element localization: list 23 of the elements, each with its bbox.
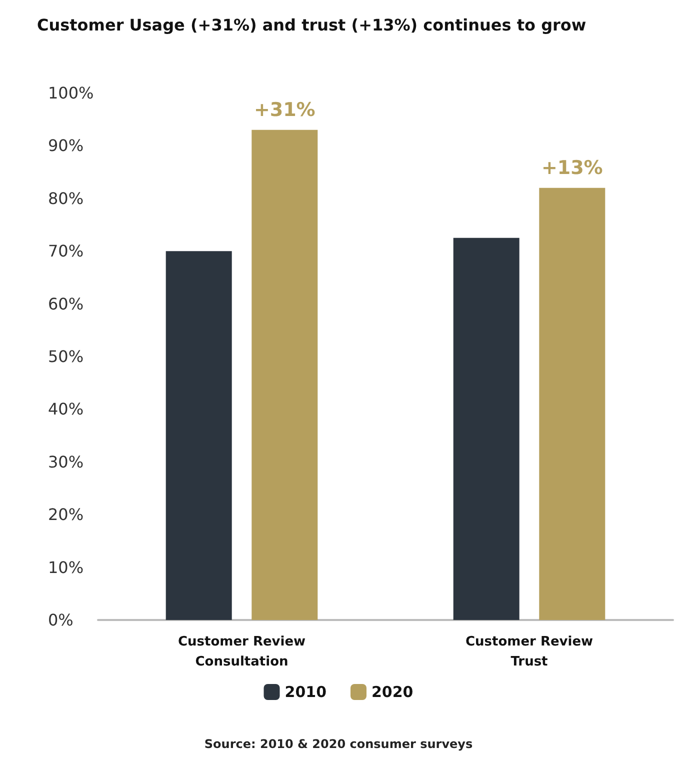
source-note: Source: 2010 & 2020 consumer surveys (204, 737, 473, 751)
y-tick-label: 80% (48, 188, 84, 208)
legend-label: 2020 (372, 683, 414, 701)
bar (539, 188, 606, 620)
x-tick-label: Customer Review Consultation (178, 634, 306, 670)
x-tick-label: Customer Review Trust (465, 634, 594, 670)
y-tick-label: 0% (48, 610, 74, 630)
chart-title: Customer Usage (+31%) and trust (+13%) continues to grow (37, 16, 586, 34)
y-tick-label: 10% (48, 558, 84, 577)
y-tick-label: 30% (48, 452, 84, 472)
bar (166, 251, 232, 620)
y-tick-label: 40% (48, 400, 84, 419)
annotation: +13% (541, 156, 603, 179)
y-tick-label: 70% (48, 242, 84, 261)
legend-label: 2010 (284, 683, 326, 701)
y-tick-label: 100% (48, 84, 94, 102)
annotation: +31% (254, 98, 316, 121)
y-tick-label: 60% (48, 294, 84, 314)
y-tick-label: 90% (48, 136, 84, 156)
bar (252, 130, 318, 620)
bar (453, 238, 520, 620)
y-tick-label: 20% (48, 505, 84, 524)
y-tick-label: 50% (48, 347, 84, 366)
